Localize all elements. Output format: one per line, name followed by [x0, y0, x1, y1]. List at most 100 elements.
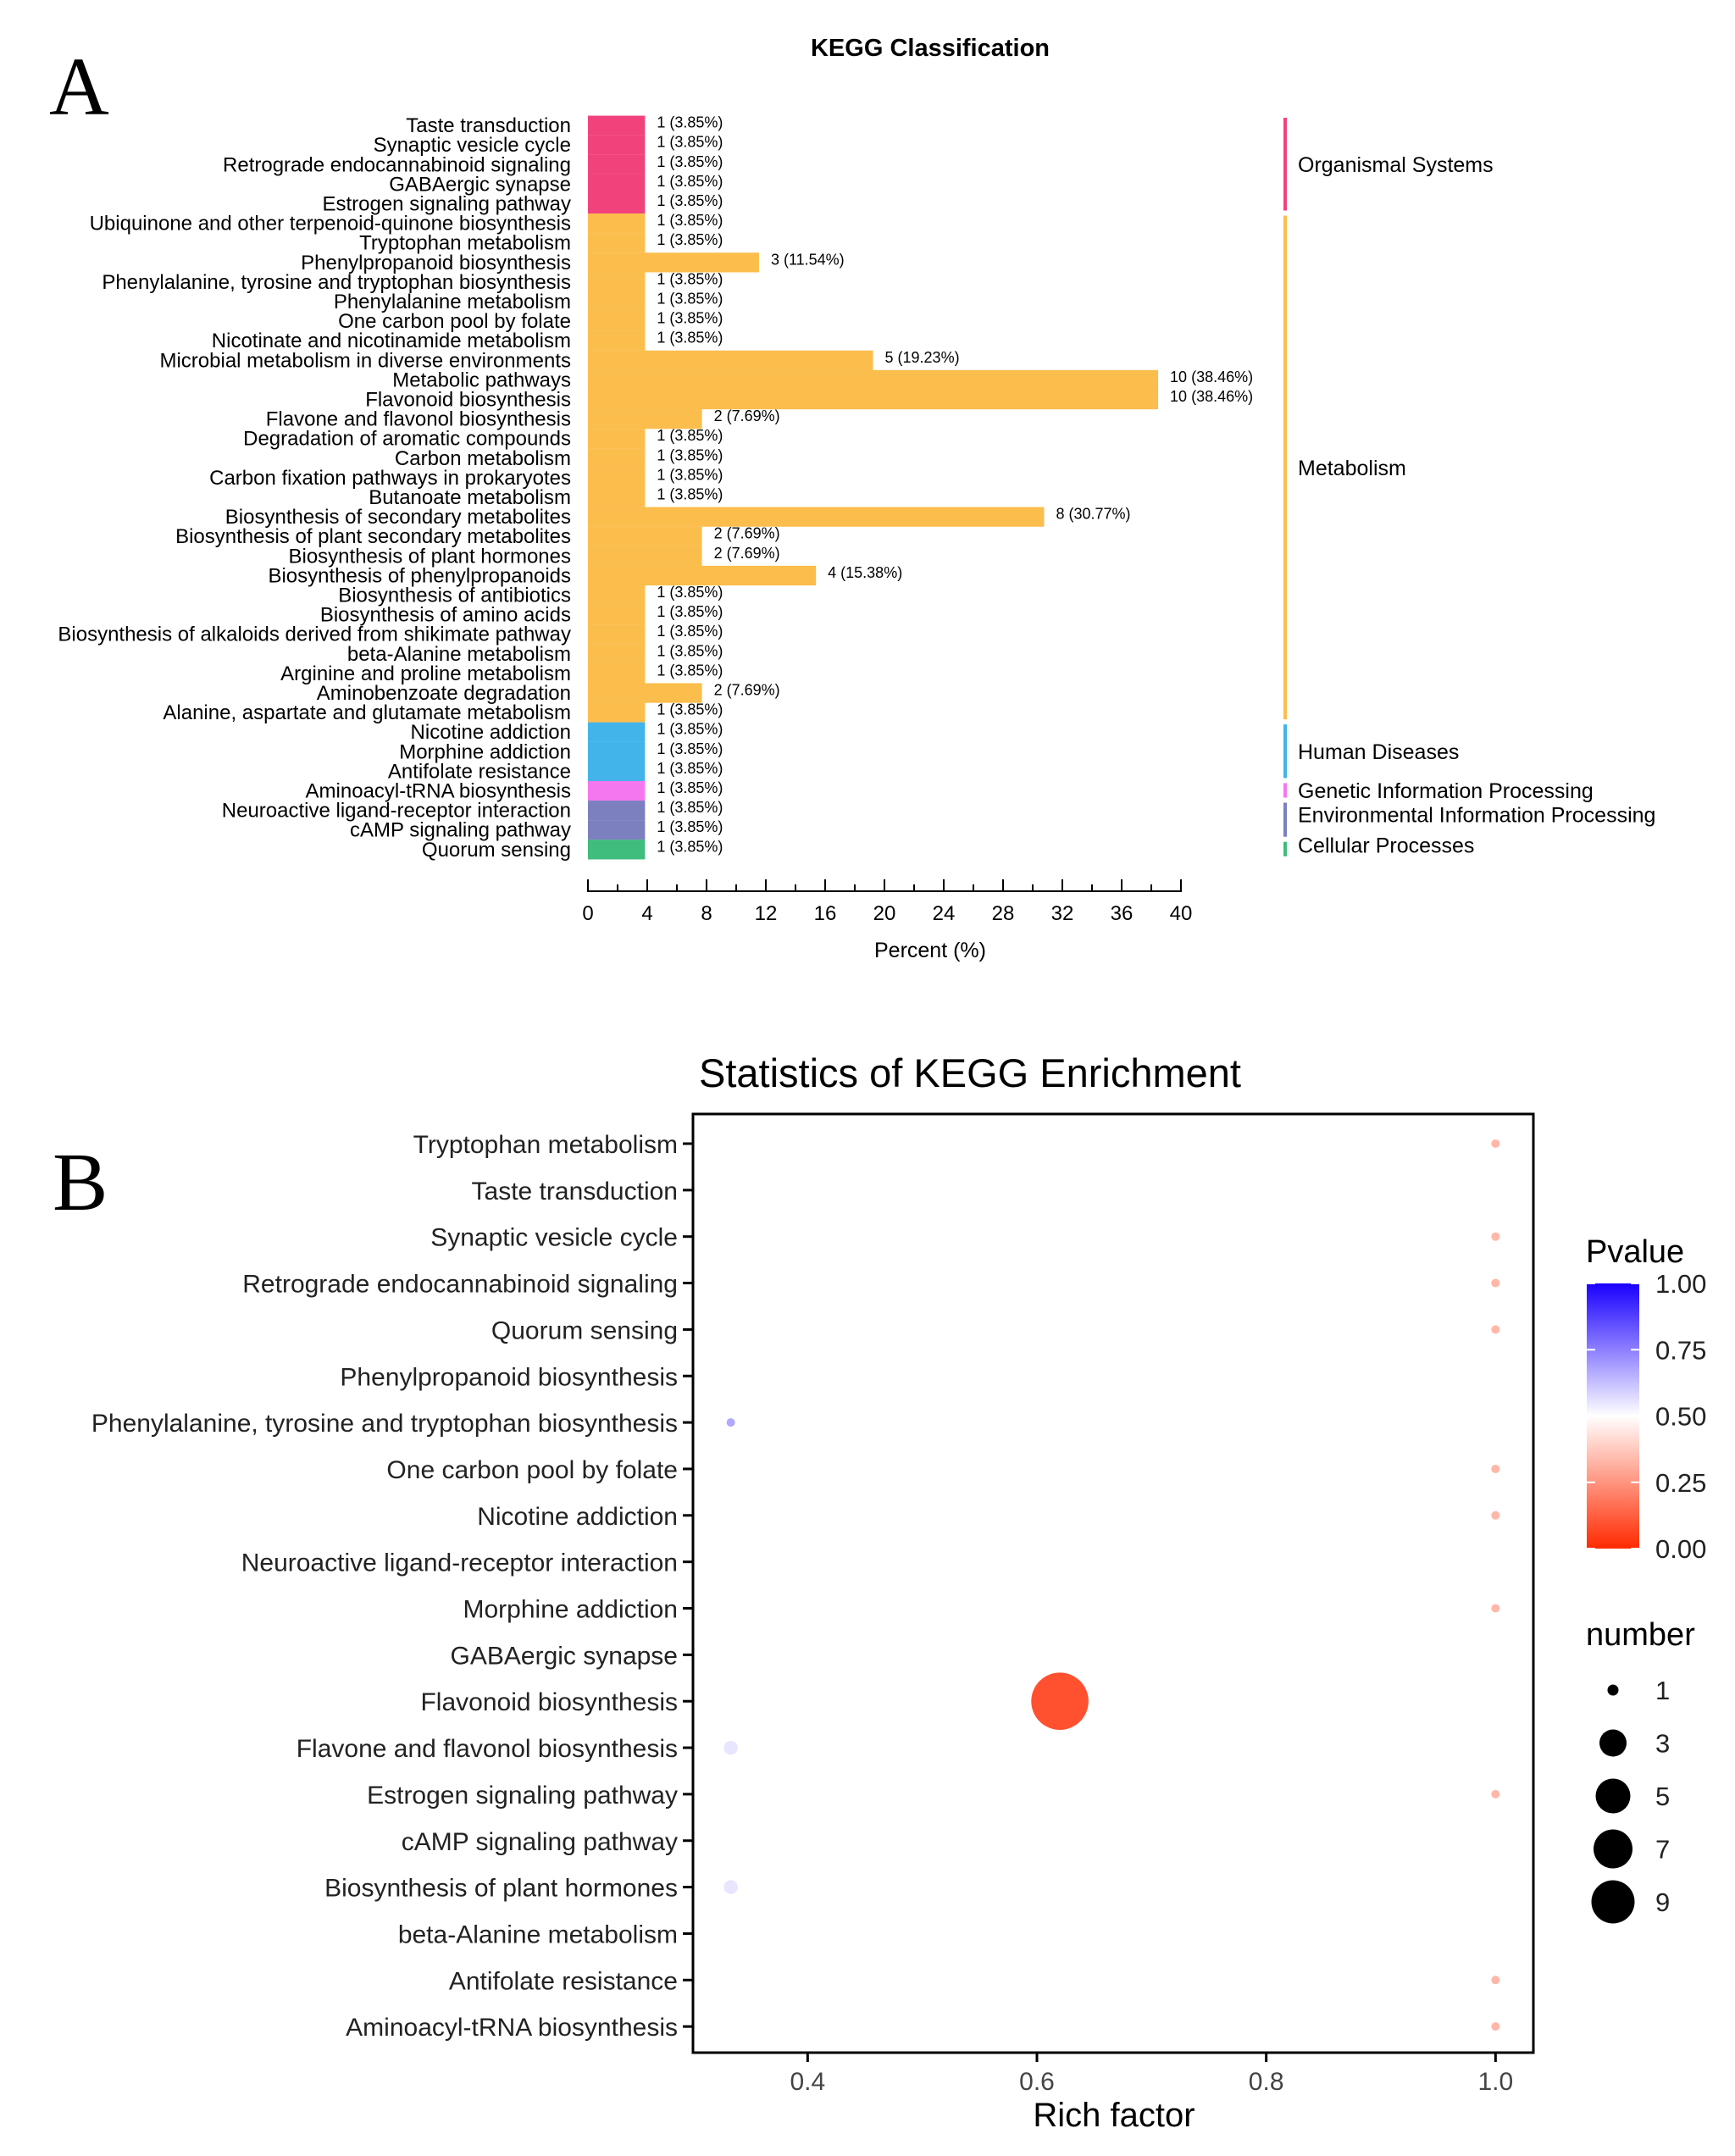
panel-a-group-legend: Organismal Systems Metabolism Human Diseas…	[1283, 118, 1655, 857]
y-tick-label: Taste transduction	[472, 1178, 678, 1205]
y-tick-label: Estrogen signaling pathway	[367, 1782, 678, 1810]
x-tick-label: 28	[992, 902, 1015, 925]
group-label: Human Diseases	[1298, 740, 1459, 764]
category-label: Neuroactive ligand-receptor interaction	[222, 800, 571, 823]
data-label: 1 (3.85%)	[657, 779, 723, 796]
data-label: 1 (3.85%)	[657, 466, 723, 483]
bar	[588, 840, 646, 860]
colorbar-tick-label: 1.00	[1655, 1269, 1706, 1299]
bar	[588, 507, 1045, 527]
y-tick-label: One carbon pool by folate	[386, 1456, 678, 1484]
category-label: Phenylalanine, tyrosine and tryptophan b…	[102, 271, 571, 294]
bar	[588, 702, 646, 723]
number-legend-title: number	[1586, 1617, 1695, 1653]
data-point	[726, 1418, 735, 1427]
data-label: 1 (3.85%)	[657, 153, 723, 170]
panel-a-letter: A	[49, 42, 109, 133]
category-label: Biosynthesis of secondary metabolites	[225, 506, 571, 529]
x-tick-label: 1.0	[1477, 2068, 1513, 2096]
category-label: Arginine and proline metabolism	[280, 662, 571, 685]
bar	[588, 526, 702, 546]
data-label: 1 (3.85%)	[657, 427, 723, 444]
category-label: Flavone and flavonol biosynthesis	[266, 408, 571, 431]
data-label: 1 (3.85%)	[657, 310, 723, 327]
panel-b-x-axis: 0.4 0.6 0.8 1.0	[790, 2053, 1513, 2096]
bar	[588, 683, 702, 703]
x-tick-label: 4	[641, 902, 652, 925]
bar	[588, 820, 646, 840]
y-tick-label: Tryptophan metabolism	[413, 1131, 678, 1159]
category-label: Nicotinate and nicotinamide metabolism	[212, 330, 571, 352]
pvalue-legend-ticks: 1.00 0.75 0.50 0.25 0.00	[1587, 1269, 1706, 1564]
y-tick-label: GABAergic synapse	[451, 1642, 678, 1670]
size-legend-dot	[1594, 1829, 1632, 1869]
bar	[588, 644, 646, 664]
panel-a-x-label: Percent (%)	[874, 939, 986, 962]
y-tick-label: Phenylalanine, tyrosine and tryptophan b…	[91, 1410, 678, 1438]
category-label: Degradation of aromatic compounds	[243, 428, 571, 451]
category-label: Biosynthesis of plant secondary metaboli…	[175, 525, 571, 548]
bar	[588, 448, 646, 468]
data-point	[1031, 1672, 1089, 1730]
category-label: Retrograde endocannabinoid signaling	[223, 153, 571, 176]
data-label: 1 (3.85%)	[657, 192, 723, 209]
group-label: Environmental Information Processing	[1298, 804, 1655, 828]
category-label: Antifolate resistance	[388, 760, 571, 783]
bar	[588, 546, 702, 566]
x-tick-label: 0.4	[790, 2068, 825, 2096]
category-label: beta-Alanine metabolism	[347, 643, 571, 666]
data-label: 2 (7.69%)	[714, 545, 780, 562]
x-tick-label: 24	[933, 902, 956, 925]
category-label: Butanoate metabolism	[369, 486, 571, 509]
panel-b-points	[723, 1139, 1500, 2031]
panel-b-y-axis: Tryptophan metabolism Taste transduction S…	[91, 1131, 693, 2042]
y-tick-label: Retrograde endocannabinoid signaling	[242, 1271, 678, 1299]
category-label: Estrogen signaling pathway	[322, 192, 571, 215]
data-point	[917, 1557, 927, 1566]
category-label: Biosynthesis of amino acids	[320, 604, 571, 627]
data-label: 1 (3.85%)	[657, 485, 723, 502]
bar	[588, 193, 646, 214]
category-label: Carbon fixation pathways in prokaryotes	[209, 467, 571, 490]
y-tick-label: Quorum sensing	[491, 1316, 678, 1344]
pvalue-colorbar	[1587, 1283, 1639, 1549]
data-point	[1491, 1604, 1500, 1613]
category-label: Taste transduction	[406, 114, 571, 137]
category-label: Biosynthesis of plant hormones	[288, 545, 571, 568]
bar	[588, 585, 646, 606]
data-point	[1491, 1510, 1500, 1520]
category-label: One carbon pool by folate	[338, 310, 571, 333]
bar	[588, 468, 646, 488]
bar	[588, 154, 646, 175]
bar	[588, 624, 646, 645]
size-legend-label: 5	[1655, 1782, 1670, 1811]
data-label: 1 (3.85%)	[657, 290, 723, 307]
data-point	[1491, 1976, 1500, 1985]
category-label: Alanine, aspartate and glutamate metabol…	[163, 701, 571, 724]
size-legend-label: 3	[1655, 1729, 1670, 1759]
y-tick-label: Synaptic vesicle cycle	[430, 1224, 678, 1252]
colorbar-tick-label: 0.00	[1655, 1534, 1706, 1564]
x-tick-label: 40	[1170, 902, 1193, 925]
y-tick-label: Flavone and flavonol biosynthesis	[297, 1735, 678, 1763]
bar	[588, 722, 646, 742]
bar	[588, 291, 646, 312]
category-label: GABAergic synapse	[389, 173, 571, 196]
category-label: cAMP signaling pathway	[350, 819, 571, 842]
bar	[588, 213, 646, 234]
colorbar-tick-label: 0.25	[1655, 1468, 1706, 1498]
data-label: 1 (3.85%)	[657, 642, 723, 659]
bar	[588, 780, 646, 801]
data-label: 1 (3.85%)	[657, 114, 723, 131]
data-label: 1 (3.85%)	[657, 818, 723, 835]
data-label: 1 (3.85%)	[657, 721, 723, 738]
category-label: Nicotine addiction	[411, 721, 571, 744]
x-tick-label: 20	[873, 902, 896, 925]
bar	[588, 487, 646, 507]
category-label: Carbon metabolism	[395, 447, 571, 470]
data-point	[917, 1185, 927, 1194]
data-label: 1 (3.85%)	[657, 662, 723, 679]
data-point	[723, 1880, 738, 1894]
bar	[588, 330, 646, 351]
